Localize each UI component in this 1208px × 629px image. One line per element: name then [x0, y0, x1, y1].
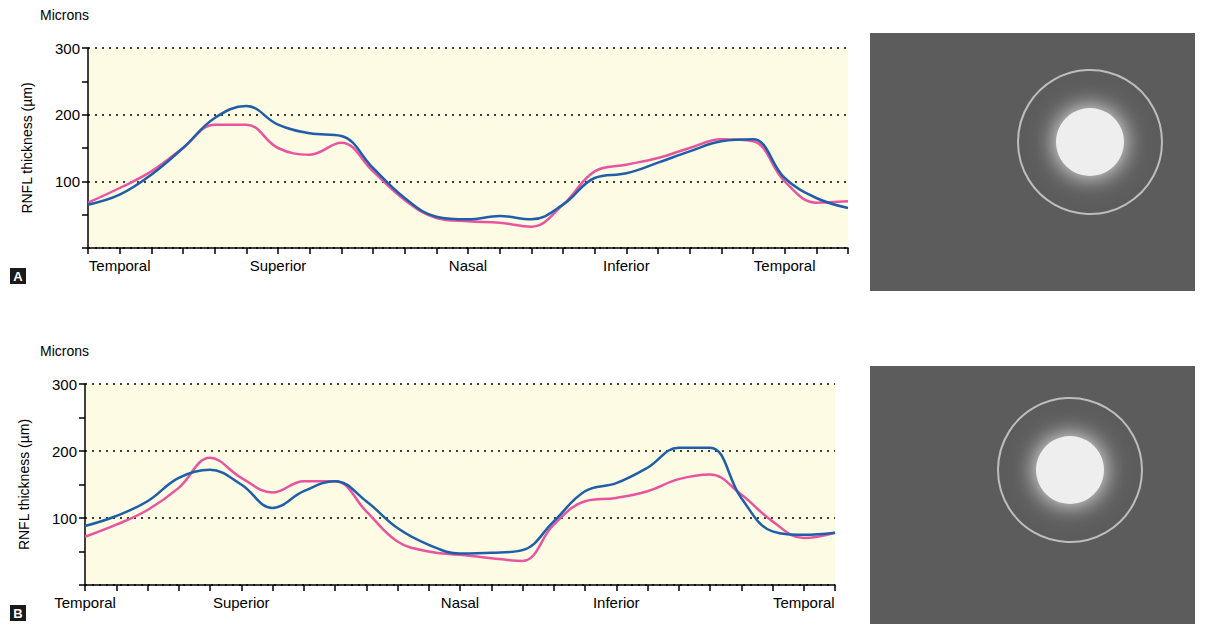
- svg-text:RNFL thickness (µm): RNFL thickness (µm): [19, 82, 35, 213]
- svg-text:Microns: Microns: [40, 343, 89, 359]
- svg-text:200: 200: [52, 443, 77, 460]
- svg-text:RNFL thickness (µm): RNFL thickness (µm): [16, 419, 32, 550]
- svg-text:Superior: Superior: [213, 594, 270, 611]
- svg-text:300: 300: [55, 40, 80, 57]
- svg-text:Inferior: Inferior: [603, 257, 650, 274]
- svg-text:B: B: [13, 606, 22, 621]
- svg-text:Temporal: Temporal: [89, 257, 151, 274]
- svg-text:100: 100: [55, 173, 80, 190]
- svg-text:Temporal: Temporal: [773, 594, 835, 611]
- svg-text:Superior: Superior: [250, 257, 307, 274]
- svg-text:Temporal: Temporal: [54, 594, 116, 611]
- svg-text:Nasal: Nasal: [449, 257, 487, 274]
- svg-text:300: 300: [52, 376, 77, 393]
- svg-text:Inferior: Inferior: [593, 594, 640, 611]
- svg-text:100: 100: [52, 510, 77, 527]
- svg-text:200: 200: [55, 106, 80, 123]
- svg-text:A: A: [13, 269, 23, 284]
- svg-text:Temporal: Temporal: [754, 257, 816, 274]
- svg-text:Microns: Microns: [40, 7, 89, 23]
- svg-text:Nasal: Nasal: [441, 594, 479, 611]
